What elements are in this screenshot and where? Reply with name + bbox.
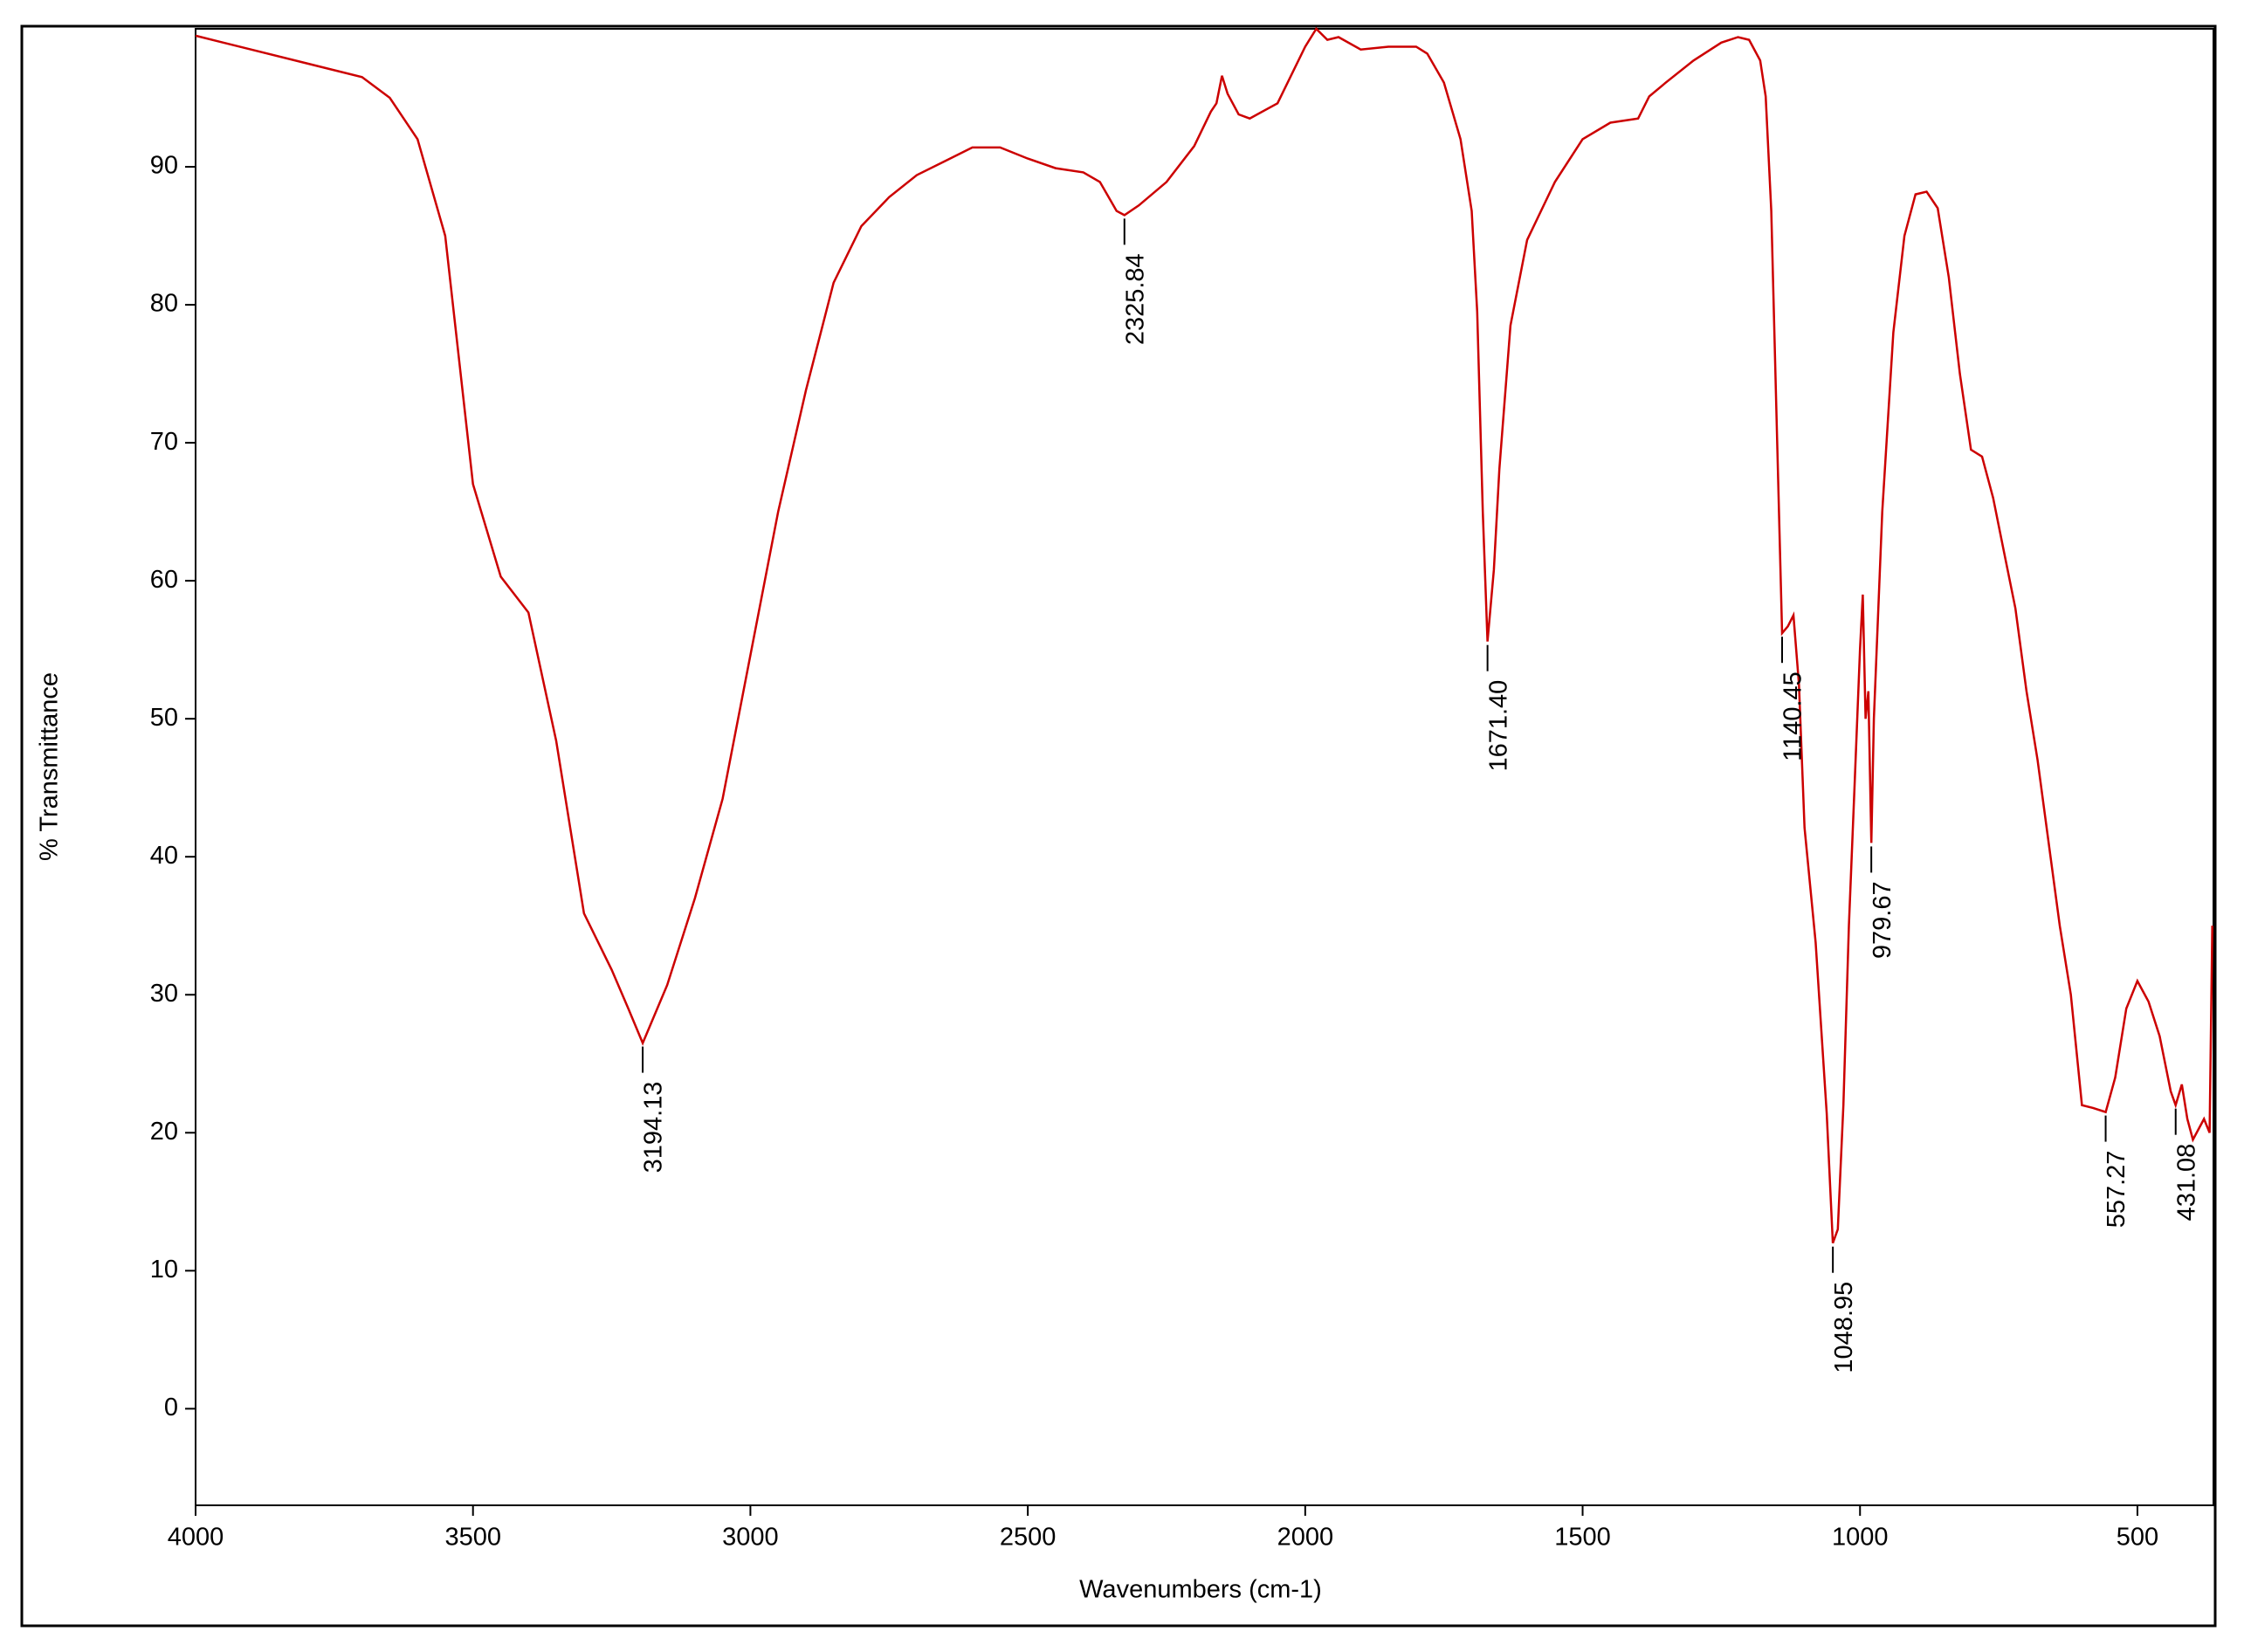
x-tick-label: 1000 <box>1832 1524 1889 1552</box>
y-tick-label: 40 <box>150 842 178 870</box>
peak-label: 431.08 <box>2172 1144 2200 1222</box>
y-tick-label: 20 <box>150 1118 178 1146</box>
y-tick-label: 10 <box>150 1256 178 1284</box>
x-tick-label: 2000 <box>1277 1524 1334 1552</box>
y-tick-label: 90 <box>150 152 178 180</box>
y-tick-label: 60 <box>150 566 178 594</box>
plot-area <box>195 28 2214 1506</box>
y-tick-label: 30 <box>150 980 178 1008</box>
y-tick-label: 70 <box>150 428 178 456</box>
x-tick-label: 1500 <box>1554 1524 1611 1552</box>
y-tick-label: 80 <box>150 290 178 318</box>
peak-label: 2325.84 <box>1121 253 1149 345</box>
peak-label: 1048.95 <box>1830 1282 1858 1373</box>
x-tick-label: 4000 <box>168 1524 224 1552</box>
peak-label: 557.27 <box>2103 1151 2130 1229</box>
frame <box>20 24 2217 1628</box>
x-tick-label: 3500 <box>444 1524 501 1552</box>
peak-label: 1140.45 <box>1779 671 1807 761</box>
y-tick-label: 50 <box>150 704 178 732</box>
x-axis-label: Wavenumbers (cm-1) <box>1079 1576 1322 1604</box>
peak-label: 1671.40 <box>1484 680 1512 772</box>
x-tick-label: 3000 <box>722 1524 779 1552</box>
y-axis-label: % Transmittance <box>36 672 64 861</box>
x-tick-label: 2500 <box>1000 1524 1057 1552</box>
peak-label: 979.67 <box>1869 881 1896 959</box>
x-tick-label: 500 <box>2117 1524 2158 1552</box>
peak-label: 3194.13 <box>640 1082 668 1174</box>
y-tick-label: 0 <box>164 1394 178 1421</box>
spectrum-line <box>195 27 2213 1244</box>
